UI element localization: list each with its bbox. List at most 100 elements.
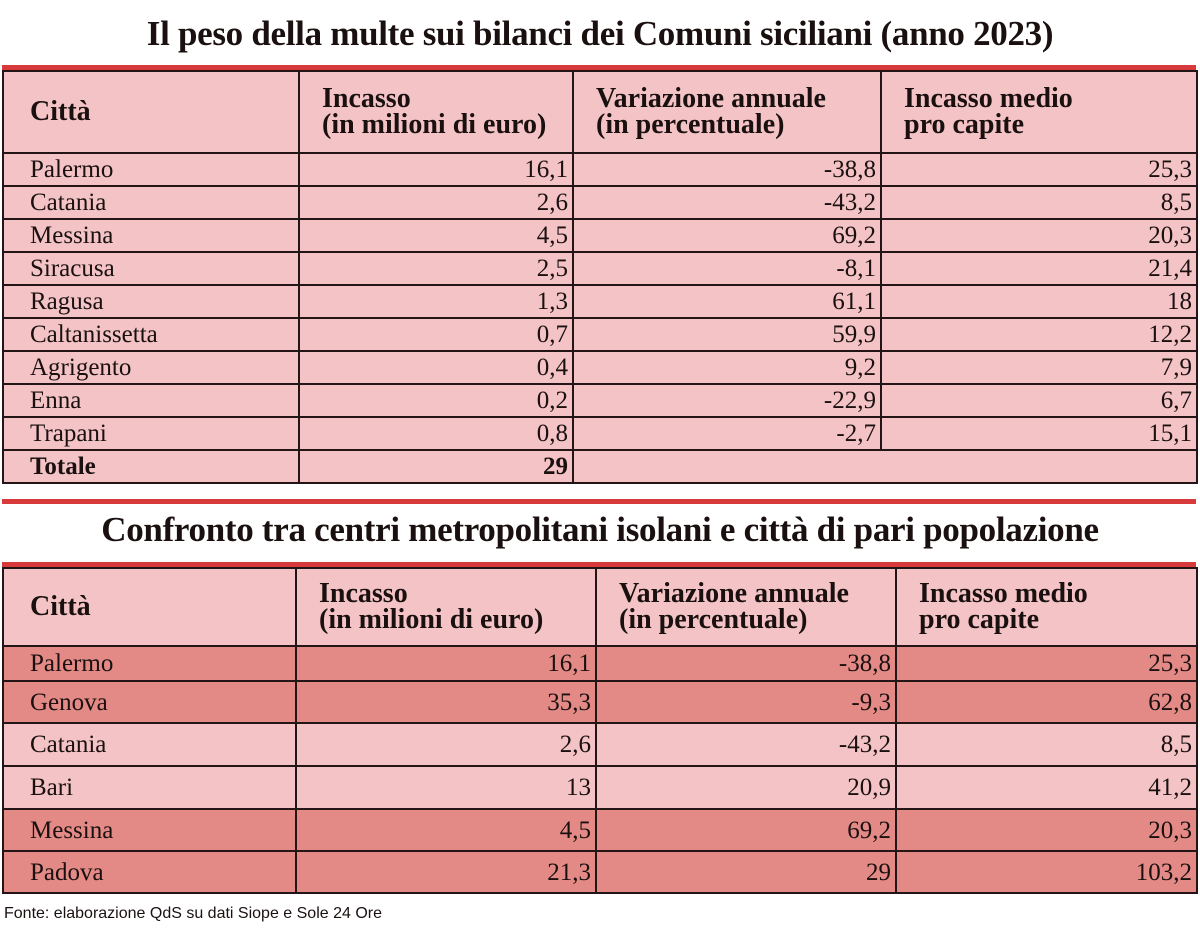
header-line: (in percentuale) bbox=[619, 604, 808, 635]
cell-incasso: 21,3 bbox=[295, 850, 597, 894]
table-multe-comuni-siciliani: Città Incasso (in milioni di euro) Variaz… bbox=[2, 70, 1198, 484]
cell-variazione: -43,2 bbox=[595, 722, 897, 767]
cell-citta: Enna bbox=[2, 383, 300, 418]
cell-incasso: 2,5 bbox=[298, 251, 574, 286]
total-value: 29 bbox=[298, 449, 574, 484]
cell-incasso: 1,3 bbox=[298, 284, 574, 319]
cell-variazione: -9,3 bbox=[595, 680, 897, 724]
header-line: Variazione annuale bbox=[596, 83, 826, 115]
cell-incasso-medio: 7,9 bbox=[880, 350, 1198, 385]
cell-incasso-medio: 25,3 bbox=[895, 645, 1198, 682]
cell-variazione: -43,2 bbox=[572, 185, 882, 220]
header-variazione: Variazione annuale (in percentuale) bbox=[572, 70, 882, 154]
total-row: Totale 29 bbox=[2, 449, 1198, 484]
cell-incasso: 0,4 bbox=[298, 350, 574, 385]
cell-incasso: 4,5 bbox=[295, 808, 597, 852]
cell-citta: Trapani bbox=[2, 416, 300, 451]
cell-incasso: 35,3 bbox=[295, 680, 597, 724]
table-row: Catania 2,6 -43,2 8,5 bbox=[2, 722, 1198, 767]
header-line: pro capite bbox=[919, 604, 1040, 635]
cell-variazione: -38,8 bbox=[595, 645, 897, 682]
header-line: pro capite bbox=[904, 109, 1025, 140]
divider-bar bbox=[2, 562, 1196, 567]
cell-incasso: 16,1 bbox=[295, 645, 597, 682]
header-citta: Città bbox=[2, 70, 300, 154]
table-confronto-citta: Città Incasso (in milioni di euro) Variaz… bbox=[2, 567, 1198, 894]
header-line: (in milioni di euro) bbox=[319, 604, 544, 635]
header-line: Variazione annuale bbox=[619, 578, 849, 610]
cell-citta: Genova bbox=[2, 680, 297, 724]
cell-variazione: -2,7 bbox=[572, 416, 882, 451]
header-incasso-medio: Incasso medio pro capite bbox=[880, 70, 1198, 154]
cell-incasso-medio: 8,5 bbox=[880, 185, 1198, 220]
table-row: Bari 13 20,9 41,2 bbox=[2, 765, 1198, 810]
cell-incasso-medio: 18 bbox=[880, 284, 1198, 319]
cell-incasso: 0,2 bbox=[298, 383, 574, 418]
cell-incasso: 2,6 bbox=[298, 185, 574, 220]
cell-incasso: 16,1 bbox=[298, 152, 574, 187]
cell-variazione: -38,8 bbox=[572, 152, 882, 187]
cell-citta: Messina bbox=[2, 808, 297, 852]
cell-citta: Bari bbox=[2, 765, 297, 810]
table-row: Trapani 0,8 -2,7 15,1 bbox=[2, 416, 1198, 451]
cell-incasso-medio: 12,2 bbox=[880, 317, 1198, 352]
cell-variazione: 9,2 bbox=[572, 350, 882, 385]
cell-variazione: 61,1 bbox=[572, 284, 882, 319]
header-citta: Città bbox=[2, 567, 297, 647]
table-header-row: Città Incasso (in milioni di euro) Variaz… bbox=[2, 70, 1198, 154]
header-line: Incasso medio bbox=[919, 578, 1088, 610]
cell-incasso-medio: 62,8 bbox=[895, 680, 1198, 724]
cell-citta: Messina bbox=[2, 218, 300, 253]
cell-citta: Siracusa bbox=[2, 251, 300, 286]
header-line: Incasso medio bbox=[904, 83, 1073, 115]
cell-incasso-medio: 103,2 bbox=[895, 850, 1198, 894]
cell-variazione: 69,2 bbox=[595, 808, 897, 852]
cell-citta: Catania bbox=[2, 722, 297, 767]
table-row: Catania 2,6 -43,2 8,5 bbox=[2, 185, 1198, 220]
cell-incasso: 0,7 bbox=[298, 317, 574, 352]
cell-incasso-medio: 20,3 bbox=[895, 808, 1198, 852]
cell-incasso-medio: 25,3 bbox=[880, 152, 1198, 187]
header-incasso: Incasso (in milioni di euro) bbox=[295, 567, 597, 647]
cell-citta: Catania bbox=[2, 185, 300, 220]
cell-variazione: 69,2 bbox=[572, 218, 882, 253]
table-row: Messina 4,5 69,2 20,3 bbox=[2, 808, 1198, 852]
table-row: Palermo 16,1 -38,8 25,3 bbox=[2, 152, 1198, 187]
header-line: Incasso bbox=[322, 83, 411, 115]
table-row: Padova 21,3 29 103,2 bbox=[2, 850, 1198, 894]
header-incasso: Incasso (in milioni di euro) bbox=[298, 70, 574, 154]
header-incasso-medio: Incasso medio pro capite bbox=[895, 567, 1198, 647]
cell-incasso-medio: 41,2 bbox=[895, 765, 1198, 810]
cell-incasso: 4,5 bbox=[298, 218, 574, 253]
table-row: Palermo 16,1 -38,8 25,3 bbox=[2, 645, 1198, 682]
cell-variazione: -8,1 bbox=[572, 251, 882, 286]
table-row: Caltanissetta 0,7 59,9 12,2 bbox=[2, 317, 1198, 352]
header-variazione: Variazione annuale (in percentuale) bbox=[595, 567, 897, 647]
cell-citta: Palermo bbox=[2, 152, 300, 187]
divider-bar bbox=[2, 65, 1196, 70]
source-note: Fonte: elaborazione QdS su dati Siope e … bbox=[4, 905, 383, 922]
cell-variazione: -22,9 bbox=[572, 383, 882, 418]
cell-variazione: 20,9 bbox=[595, 765, 897, 810]
cell-variazione: 29 bbox=[595, 850, 897, 894]
total-label: Totale bbox=[2, 449, 300, 484]
cell-citta: Caltanissetta bbox=[2, 317, 300, 352]
table-row: Ragusa 1,3 61,1 18 bbox=[2, 284, 1198, 319]
cell-citta: Padova bbox=[2, 850, 297, 894]
table-row: Enna 0,2 -22,9 6,7 bbox=[2, 383, 1198, 418]
table-row: Agrigento 0,4 9,2 7,9 bbox=[2, 350, 1198, 385]
cell-incasso-medio: 20,3 bbox=[880, 218, 1198, 253]
table2-title: Confronto tra centri metropolitani isola… bbox=[101, 510, 1099, 549]
table1-title: Il peso della multe sui bilanci dei Comu… bbox=[146, 14, 1054, 53]
cell-incasso-medio: 6,7 bbox=[880, 383, 1198, 418]
cell-citta: Ragusa bbox=[2, 284, 300, 319]
cell-incasso-medio: 15,1 bbox=[880, 416, 1198, 451]
table-row: Genova 35,3 -9,3 62,8 bbox=[2, 680, 1198, 724]
empty-cell bbox=[572, 449, 1198, 484]
cell-citta: Agrigento bbox=[2, 350, 300, 385]
table-header-row: Città Incasso (in milioni di euro) Variaz… bbox=[2, 567, 1198, 647]
cell-incasso: 13 bbox=[295, 765, 597, 810]
cell-incasso-medio: 21,4 bbox=[880, 251, 1198, 286]
cell-incasso: 2,6 bbox=[295, 722, 597, 767]
header-line: (in milioni di euro) bbox=[322, 109, 547, 140]
